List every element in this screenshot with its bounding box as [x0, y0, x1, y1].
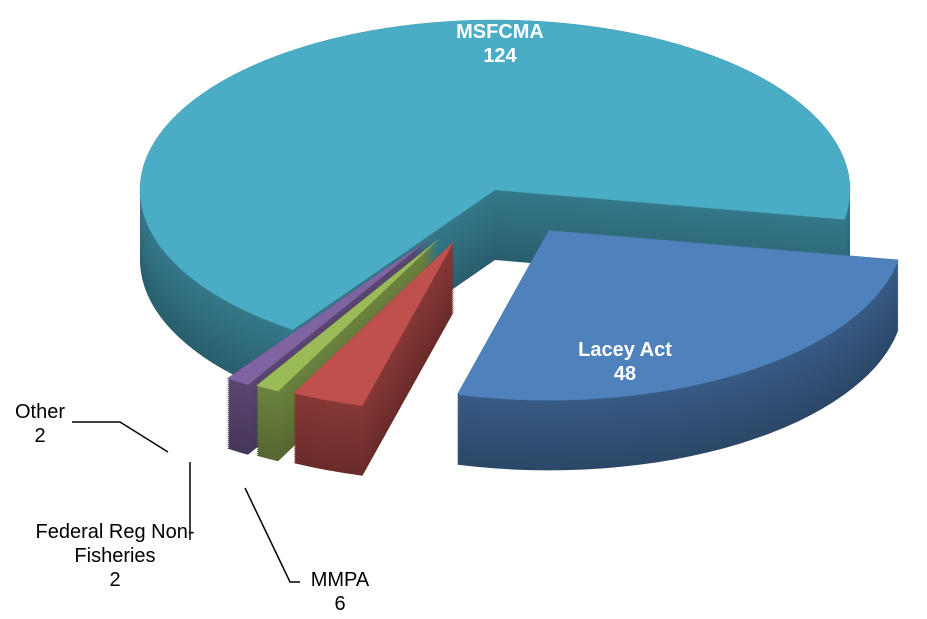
- leader-line: [244, 487, 300, 583]
- value-label: 2: [109, 569, 121, 591]
- slice-label: Other 2: [0, 400, 80, 448]
- slice: [456, 230, 899, 401]
- slice-label: MMPA 6: [270, 568, 410, 616]
- category-label: MMPA: [310, 569, 370, 591]
- slice: [293, 241, 455, 406]
- leader-line: [72, 421, 169, 453]
- slice: [226, 238, 430, 386]
- value-label: 48: [613, 363, 637, 385]
- value-label: 2: [34, 425, 46, 447]
- slice: [139, 19, 851, 330]
- slice-label: Lacey Act 48: [540, 338, 710, 386]
- value-label: 6: [334, 593, 346, 615]
- slice-label: MSFCMA 124: [420, 20, 580, 68]
- category-label: MSFCMA: [456, 21, 544, 43]
- slice-label: Federal Reg Non-Fisheries 2: [0, 520, 230, 592]
- value-label: 124: [483, 45, 517, 67]
- category-label: Lacey Act: [578, 339, 672, 361]
- category-label: Federal Reg Non-Fisheries: [35, 521, 195, 567]
- category-label: Other: [14, 401, 66, 423]
- slice: [256, 239, 439, 392]
